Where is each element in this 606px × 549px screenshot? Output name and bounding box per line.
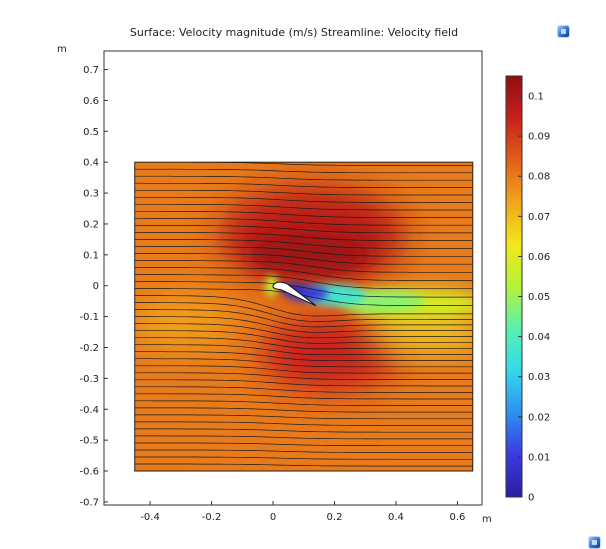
velocity-region <box>134 298 230 348</box>
streamline <box>134 435 473 440</box>
x-tick-label: 0.4 <box>388 512 404 523</box>
y-tick-label: -0.4 <box>79 405 99 416</box>
colorbar-tick-label: 0.02 <box>528 412 550 423</box>
y-tick-label: -0.5 <box>79 436 99 447</box>
streamline <box>134 232 473 241</box>
y-tick-label: 0.5 <box>83 127 99 138</box>
streamline <box>134 400 473 406</box>
streamline <box>134 442 473 447</box>
streamline <box>134 358 473 368</box>
streamline <box>134 316 473 333</box>
velocity-region <box>260 316 396 391</box>
streamline <box>134 421 473 426</box>
graph-toolbar-icon[interactable] <box>558 26 569 37</box>
y-tick-label: 0.3 <box>83 189 99 200</box>
y-tick-label: -0.3 <box>79 374 99 385</box>
streamline <box>134 253 473 265</box>
colorbar-tick-label: 0.09 <box>528 132 550 143</box>
streamline <box>134 302 473 322</box>
streamline <box>134 323 473 339</box>
graph-corner-icon[interactable] <box>589 537 600 548</box>
colorbar-tick-label: 0.05 <box>528 292 550 303</box>
streamline <box>134 182 473 188</box>
y-tick-label: -0.7 <box>79 497 99 508</box>
airfoil-shape <box>272 281 317 307</box>
streamline <box>134 281 473 298</box>
x-tick-label: 0 <box>270 512 276 523</box>
streamline <box>134 351 473 362</box>
streamline <box>134 295 473 317</box>
streamline <box>134 309 473 328</box>
streamline <box>134 337 473 350</box>
y-tick-label: 0.4 <box>83 158 99 169</box>
colorbar-ticks: 0.1 0.09 0.08 0.07 0.06 0.05 0.04 0.03 0.02 0.01 0 <box>518 92 550 504</box>
x-tick-label: 0.2 <box>327 512 343 523</box>
streamline <box>134 175 473 181</box>
streamline <box>134 239 473 249</box>
streamline <box>134 246 473 257</box>
streamline <box>134 225 473 234</box>
y-axis-unit: m <box>57 44 67 55</box>
streamline <box>134 210 473 218</box>
y-tick-label: 0.6 <box>83 96 99 107</box>
streamline <box>134 449 473 453</box>
streamline <box>134 463 473 467</box>
x-tick-label: -0.4 <box>140 512 160 523</box>
colorbar-tick-label: 0.01 <box>528 452 550 463</box>
y-tick-label: -0.1 <box>79 312 99 323</box>
streamlines <box>134 162 473 472</box>
streamline <box>134 267 473 281</box>
streamline <box>134 456 473 460</box>
domain-border <box>134 161 474 472</box>
streamline <box>134 196 473 203</box>
streamline <box>134 372 473 380</box>
streamline <box>134 365 473 374</box>
plot-title: Surface: Velocity magnitude (m/s) Stream… <box>130 26 458 39</box>
streamline <box>134 393 473 400</box>
streamline <box>134 288 473 306</box>
streamline <box>134 344 473 356</box>
streamline <box>134 168 473 174</box>
colorbar-tick-label: 0.1 <box>528 92 544 103</box>
colorbar <box>505 75 523 498</box>
streamline <box>134 274 473 290</box>
colorbar-tick-label: 0.07 <box>528 212 550 223</box>
colorbar-tick-label: 0.08 <box>528 172 550 183</box>
y-axis-ticks: 0.7 0.6 0.5 0.4 0.3 0.2 0.1 0 -0.1 -0.2 -0.3 -0.4 -0… <box>79 65 108 508</box>
streamline <box>134 414 473 420</box>
colorbar-tick-label: 0.03 <box>528 372 550 383</box>
y-tick-label: -0.2 <box>79 343 99 354</box>
y-tick-label: 0 <box>93 281 99 292</box>
colorbar-tick-label: 0 <box>528 493 534 504</box>
x-tick-label: -0.2 <box>202 512 222 523</box>
colorbar-tick-label: 0.04 <box>528 332 550 343</box>
velocity-region <box>248 233 372 277</box>
x-tick-label: 0.6 <box>449 512 465 523</box>
streamline <box>134 428 473 433</box>
x-axis-unit: m <box>482 514 492 525</box>
colorbar-tick-label: 0.06 <box>528 252 550 263</box>
x-axis-ticks: -0.4 -0.2 0 0.2 0.4 0.6 <box>140 501 465 523</box>
streamline <box>134 407 473 413</box>
streamline <box>134 189 473 196</box>
streamline <box>134 260 473 273</box>
y-tick-label: -0.6 <box>79 467 99 478</box>
streamline <box>134 203 473 211</box>
y-tick-label: 0.1 <box>83 250 99 261</box>
velocity-region <box>365 313 473 351</box>
streamline <box>134 330 473 344</box>
streamline <box>134 386 473 393</box>
y-tick-label: 0.2 <box>83 219 99 230</box>
streamline <box>134 217 473 226</box>
y-tick-label: 0.7 <box>83 65 99 76</box>
streamline <box>134 379 473 387</box>
